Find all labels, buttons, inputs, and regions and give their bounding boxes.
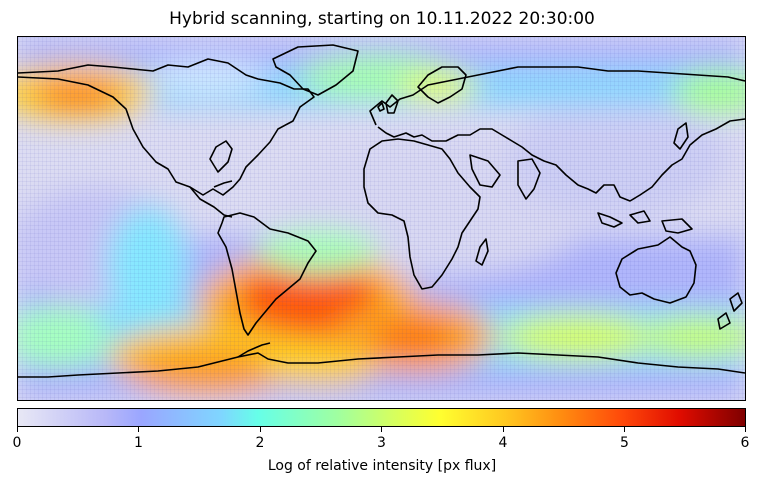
intensity-map bbox=[17, 36, 746, 401]
colorbar bbox=[17, 408, 746, 427]
map-canvas bbox=[18, 37, 745, 400]
colorbar-ticks: 0 1 2 3 4 5 6 bbox=[13, 427, 749, 457]
coastlines bbox=[18, 44, 745, 378]
chart-title: Hybrid scanning, starting on 10.11.2022 … bbox=[169, 9, 595, 29]
colorbar-label: Log of relative intensity [px flux] bbox=[267, 458, 497, 474]
